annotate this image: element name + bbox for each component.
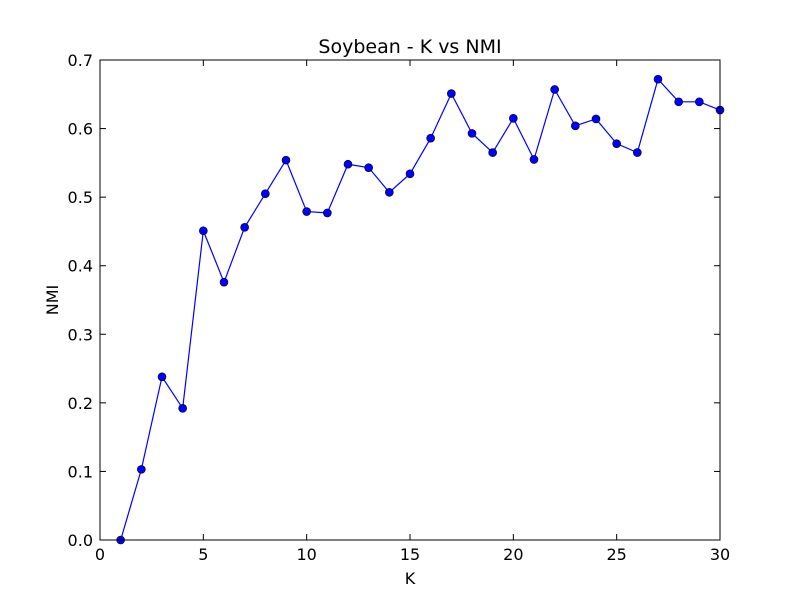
data-point [157, 372, 167, 382]
chart-title: Soybean - K vs NMI [318, 36, 501, 58]
data-point [302, 207, 311, 216]
y-tick-label: 0.7 [68, 51, 93, 70]
data-point [550, 85, 559, 94]
x-axis-label: K [405, 569, 416, 588]
x-tick-label: 20 [503, 545, 523, 564]
y-tick-label: 0.3 [68, 325, 93, 344]
data-point [447, 89, 456, 98]
data-point [695, 97, 704, 107]
data-point [591, 114, 601, 124]
data-point [653, 74, 663, 84]
data-point [509, 113, 518, 123]
x-tick-label: 5 [198, 545, 208, 564]
plot-area-frame [99, 59, 721, 541]
y-axis-label: NMI [43, 285, 62, 316]
y-tick-label: 0.6 [68, 120, 93, 139]
data-point [385, 188, 394, 197]
x-tick-label: 25 [606, 545, 626, 564]
x-tick-label: 10 [296, 545, 316, 564]
data-point [612, 139, 621, 148]
ticks-layer: 0 5 10 15 20 25 30 0.0 0.1 0.2 0.3 0.4 0.5 0.6 0.7 [68, 51, 731, 564]
data-point [426, 133, 435, 143]
series-layer [116, 74, 725, 545]
y-tick-label: 0.4 [68, 257, 93, 276]
y-tick-label: 0.5 [68, 188, 93, 207]
data-point [261, 189, 270, 199]
y-tick-label: 0.1 [68, 462, 93, 481]
data-point [219, 277, 229, 287]
data-point [281, 155, 291, 165]
data-point [529, 155, 539, 164]
data-point [674, 97, 683, 107]
data-point [137, 465, 146, 474]
y-tick-label: 0.0 [68, 531, 93, 550]
data-point [571, 121, 580, 131]
data-point [323, 208, 332, 218]
data-point [240, 223, 249, 232]
data-point [199, 226, 208, 236]
x-tick-label: 0 [95, 545, 105, 564]
x-tick-label: 15 [400, 545, 420, 564]
data-point [467, 129, 477, 138]
y-tick-label: 0.2 [68, 394, 93, 413]
data-point [343, 159, 353, 169]
data-point [405, 169, 415, 179]
data-point [633, 148, 642, 157]
data-point [488, 148, 497, 157]
data-point [178, 404, 187, 413]
data-point [364, 163, 373, 172]
x-tick-label: 30 [710, 545, 730, 564]
